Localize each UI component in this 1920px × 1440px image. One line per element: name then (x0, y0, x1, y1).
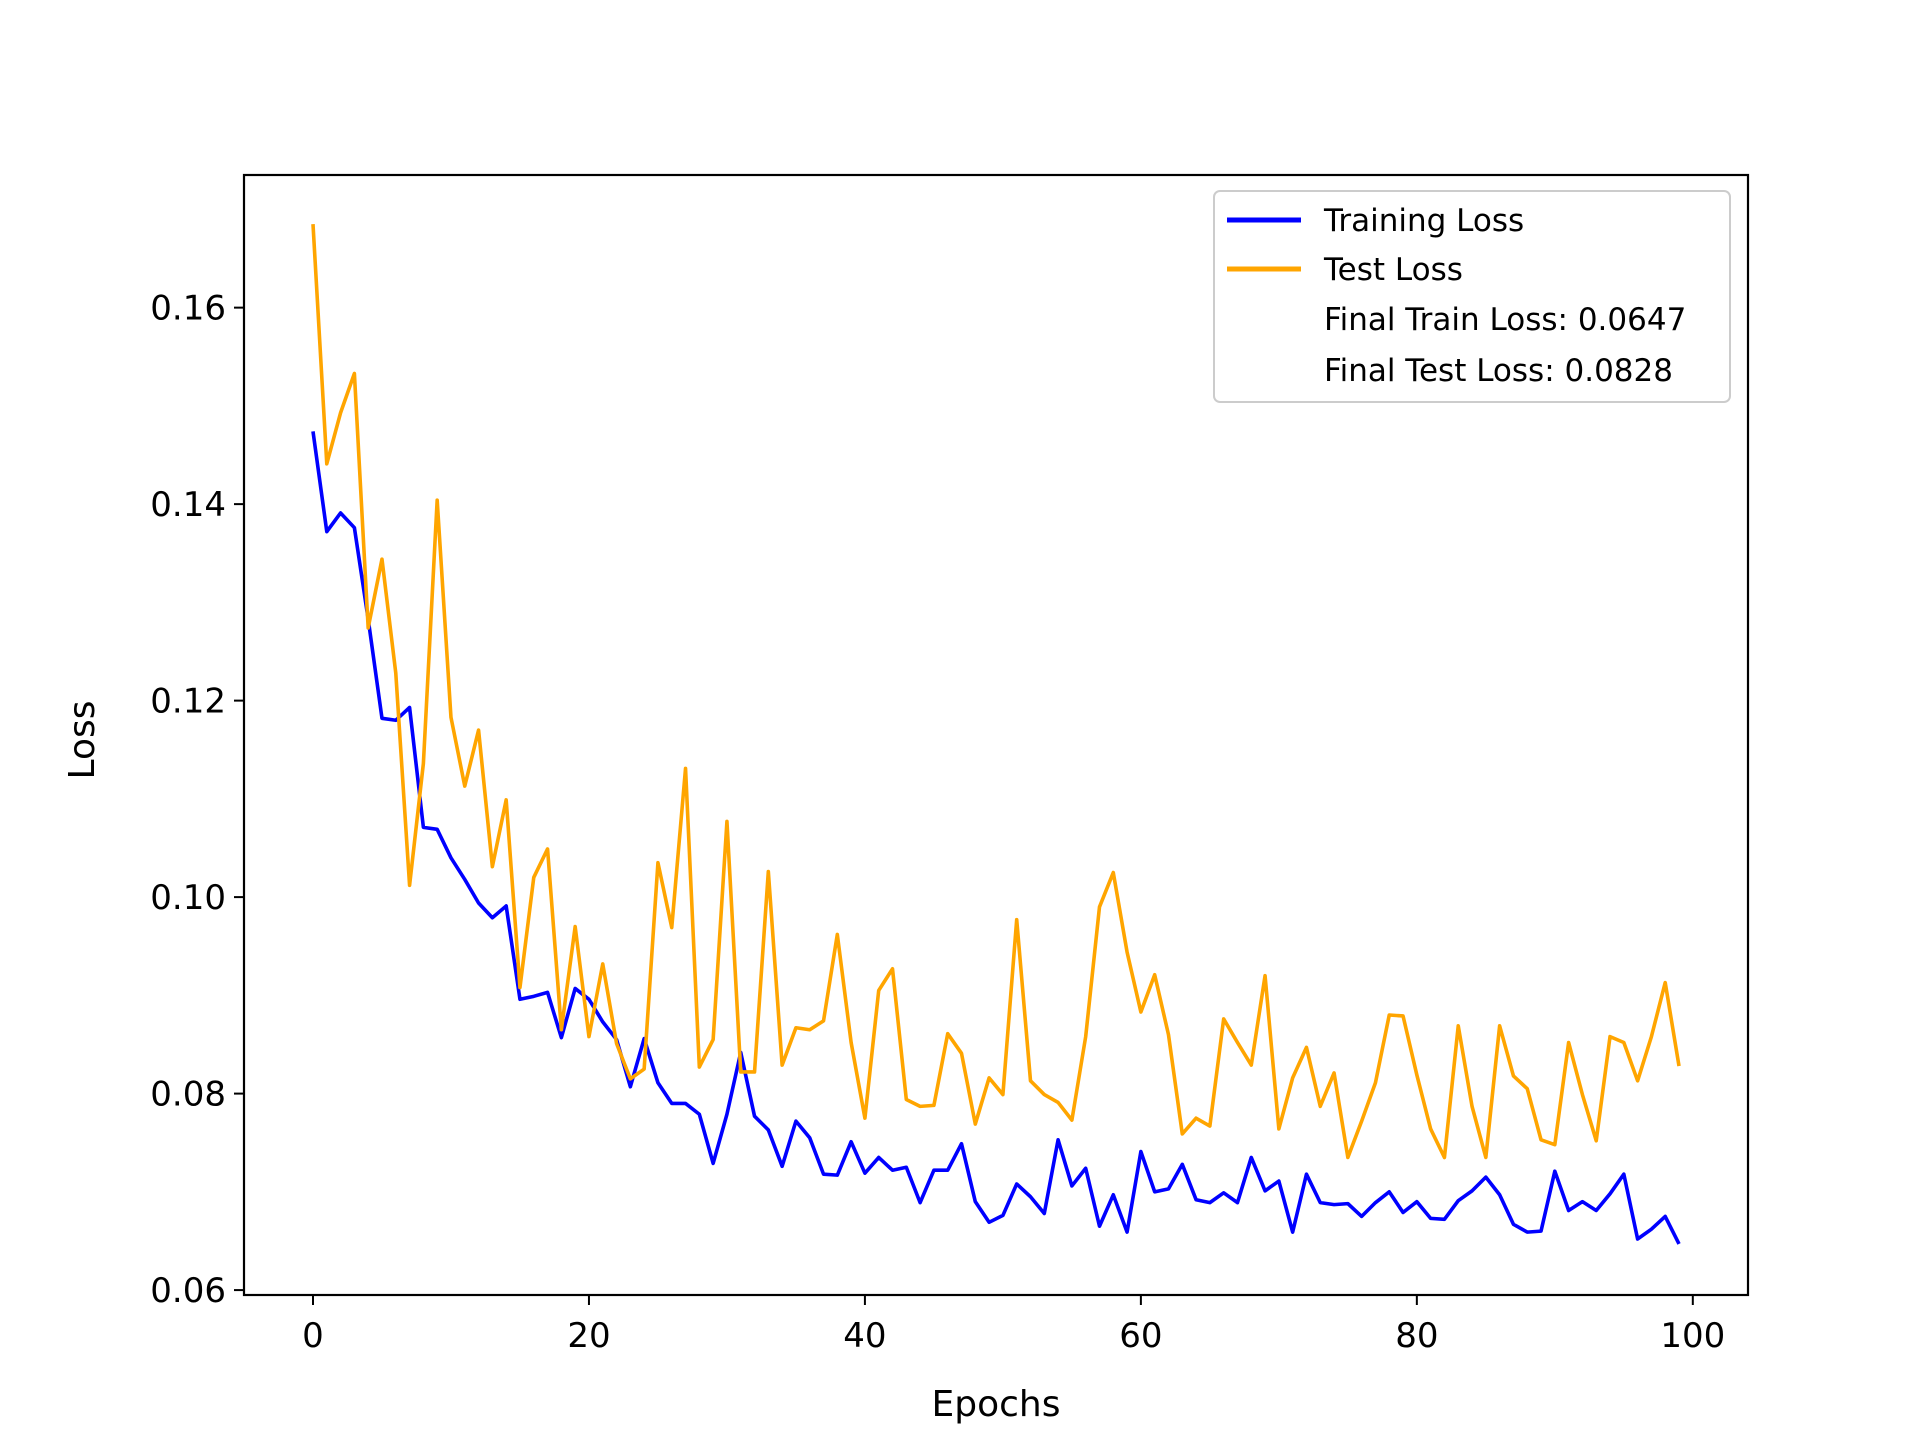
y-tick-label: 0.16 (150, 289, 226, 329)
y-axis-label: Loss (62, 701, 103, 780)
x-tick-label: 0 (302, 1316, 324, 1356)
legend-label-training-loss: Training Loss (1323, 203, 1524, 239)
series-line-test-loss (311, 224, 1681, 1160)
legend-note-final-train-loss: Final Train Loss: 0.0647 (1324, 302, 1686, 338)
x-tick-label: 20 (567, 1316, 610, 1356)
x-axis: 0 20 40 60 80 100 (302, 1295, 1725, 1356)
legend-box (1213, 190, 1731, 403)
x-tick-label: 80 (1395, 1316, 1438, 1356)
y-tick-label: 0.06 (150, 1271, 226, 1311)
x-tick-label: 100 (1660, 1316, 1725, 1356)
y-tick-label: 0.10 (150, 878, 226, 918)
x-axis-label: Epochs (932, 1384, 1061, 1425)
plot-frame (242, 173, 1750, 1297)
x-tick-label: 60 (1119, 1316, 1162, 1356)
series-line-training-loss (311, 431, 1681, 1245)
legend: Training Loss Test Loss Final Train Loss… (1213, 190, 1731, 403)
x-tick-label: 40 (843, 1316, 886, 1356)
legend-note-final-test-loss: Final Test Loss: 0.0828 (1324, 353, 1673, 389)
y-tick-label: 0.08 (150, 1075, 226, 1115)
y-axis: 0.06 0.08 0.10 0.12 0.14 0.16 (150, 289, 244, 1311)
series-layer (311, 224, 1681, 1245)
y-tick-label: 0.14 (150, 485, 226, 525)
y-tick-label: 0.12 (150, 682, 226, 722)
legend-label-test-loss: Test Loss (1323, 252, 1463, 288)
